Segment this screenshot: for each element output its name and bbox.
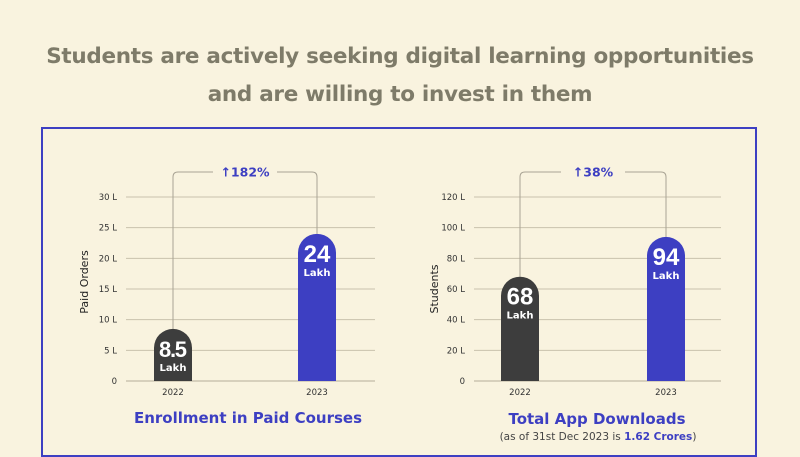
y-tick-label: 25 L	[99, 224, 118, 234]
y-axis-label: Students	[428, 264, 441, 313]
bar	[298, 233, 336, 381]
y-tick-label: 30 L	[99, 193, 118, 203]
data-label: 24	[304, 241, 331, 268]
data-label: 8.5	[159, 337, 187, 362]
data-label-unit: Lakh	[507, 311, 534, 322]
data-label-unit: Lakh	[653, 271, 680, 282]
x-tick-label: 2022	[162, 388, 184, 398]
growth-label-bg	[561, 163, 625, 181]
footnote-prefix: (as of 31st Dec 2023 is	[500, 431, 625, 443]
x-tick-label: 2023	[655, 388, 677, 398]
y-tick-label: 0	[460, 377, 465, 387]
x-tick-label: 2022	[509, 388, 531, 398]
growth-label: ↑182%	[220, 165, 270, 180]
growth-label-bg	[213, 163, 277, 181]
y-axis-label: Paid Orders	[78, 250, 91, 314]
y-tick-label: 15 L	[99, 285, 118, 295]
growth-bracket	[172, 171, 318, 329]
y-tick-label: 120 L	[441, 193, 465, 203]
data-label: 94	[653, 244, 680, 271]
growth-label: ↑38%	[573, 165, 614, 180]
bar	[154, 328, 192, 381]
growth-bracket	[519, 171, 667, 277]
chart-title: Enrollment in Paid Courses	[134, 409, 362, 427]
y-tick-label: 5 L	[104, 346, 117, 356]
y-tick-label: 20 L	[447, 346, 466, 356]
footnote-value: 1.62 Crores	[624, 431, 692, 443]
y-tick-label: 20 L	[99, 254, 118, 264]
y-tick-label: 40 L	[447, 316, 466, 326]
headline: Students are actively seeking digital le…	[0, 38, 800, 114]
chart-2: 0 20 L 40 L 60 L 80 L 100 L 120 L Students ↑38% 6…	[428, 163, 721, 443]
x-tick-label: 2023	[306, 388, 328, 398]
data-label-unit: Lakh	[160, 363, 187, 374]
y-tick-label: 10 L	[99, 316, 118, 326]
headline-line-2: and are willing to invest in them	[207, 82, 593, 107]
bar	[647, 236, 685, 381]
y-tick-label: 100 L	[441, 224, 465, 234]
data-label-unit: Lakh	[304, 268, 331, 279]
bar	[501, 276, 539, 381]
charts-svg: 0 5 L 10 L 15 L 20 L 25 L 30 L Paid Orders ↑182%…	[78, 163, 721, 443]
chart-footnote: (as of 31st Dec 2023 is 1.62 Crores)	[500, 431, 697, 443]
y-tick-label: 60 L	[447, 285, 466, 295]
data-label: 68	[507, 284, 534, 311]
y-tick-label: 0	[112, 377, 117, 387]
headline-line-1: Students are actively seeking digital le…	[46, 44, 754, 69]
chart-1: 0 5 L 10 L 15 L 20 L 25 L 30 L Paid Orders ↑182%…	[78, 163, 375, 427]
footnote-suffix: )	[692, 431, 696, 443]
chart-title: Total App Downloads	[508, 410, 685, 428]
y-tick-label: 80 L	[447, 254, 466, 264]
